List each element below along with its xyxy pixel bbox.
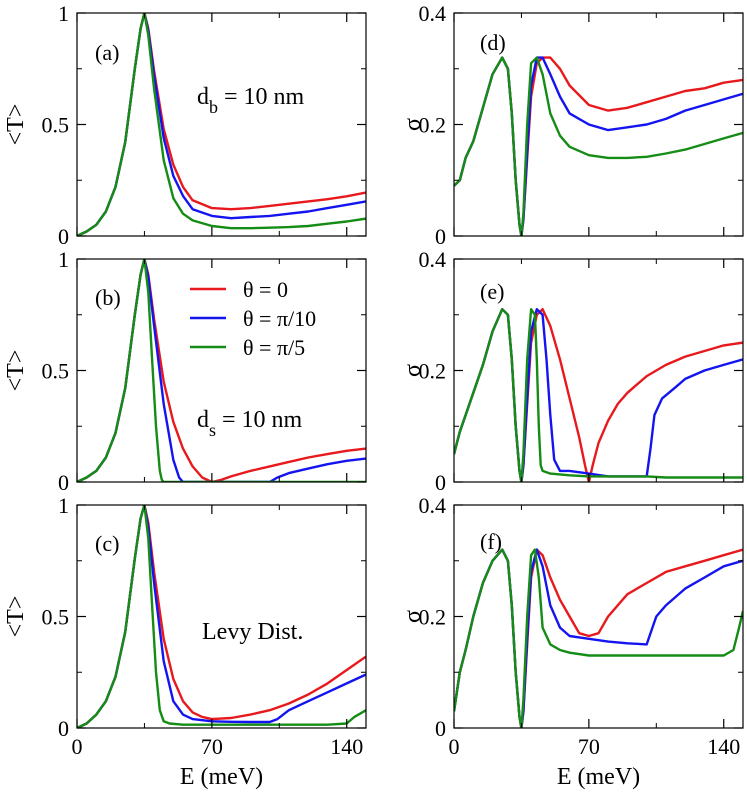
y-tick-label: 0.4: [419, 1, 447, 26]
series-line-a-0: [77, 13, 366, 236]
panel-e: 0 0.2 0.4 σ (e): [400, 247, 744, 495]
x-tick-label: 0: [72, 734, 83, 759]
y-tick-label: 1: [58, 1, 69, 26]
y-axis-label: σ: [400, 118, 426, 131]
x-tick-label: 0: [449, 734, 460, 759]
panel-b: 0 0.5 1 <T> (b) ds = 10 nm: [3, 247, 367, 495]
annotation-subscript: s: [209, 420, 216, 440]
y-tick-label: 0.2: [419, 359, 447, 384]
annotation-rest: = 10 nm: [218, 84, 305, 110]
y-tick-label: 0.2: [419, 605, 447, 630]
series-line-a-2: [77, 13, 366, 236]
series-line-d-2: [454, 56, 743, 236]
series-line-e-2: [454, 308, 743, 482]
y-tick-label: 1: [58, 247, 69, 272]
panel-d: 0 0.2 0.4 σ (d): [400, 1, 744, 249]
panel-label: (f): [480, 529, 502, 554]
y-tick-label: 0: [58, 470, 69, 495]
annotation: db = 10 nm: [197, 84, 305, 117]
y-tick-label: 0: [435, 716, 446, 741]
legend: θ = 0 θ = π/10 θ = π/5: [190, 277, 316, 360]
series-line-d-0: [454, 56, 743, 236]
x-axis-label: E (meV): [180, 764, 263, 790]
annotation-rest: = 10 nm: [216, 407, 303, 433]
panel-label: (a): [95, 40, 119, 65]
annotation: ds = 10 nm: [197, 407, 303, 440]
y-axis-label: σ: [400, 610, 426, 623]
x-tick-label: 70: [201, 734, 223, 759]
series-line-d-1: [454, 56, 743, 236]
annotation-main: Levy Dist.: [202, 619, 303, 645]
y-tick-label: 0: [435, 224, 446, 249]
y-tick-label: 0.2: [419, 113, 447, 138]
panel-label: (c): [95, 531, 119, 556]
annotation-subscript: b: [209, 97, 218, 117]
y-tick-label: 0.5: [42, 605, 70, 630]
y-axis-label: <T>: [3, 104, 29, 146]
y-tick-label: 0.4: [419, 493, 447, 518]
panel-label: (b): [95, 285, 121, 310]
y-tick-label: 0.5: [42, 113, 70, 138]
y-tick-label: 0: [58, 716, 69, 741]
y-axis-label: σ: [400, 364, 426, 377]
y-tick-label: 0.5: [42, 359, 70, 384]
series-line-f-1: [454, 548, 743, 728]
series-line-f-2: [454, 548, 743, 728]
series-line-e-1: [454, 308, 743, 482]
legend-label-1: θ = π/10: [243, 306, 316, 331]
series-line-c-2: [77, 505, 366, 728]
y-tick-label: 0: [58, 224, 69, 249]
x-tick-label: 70: [578, 734, 600, 759]
y-axis-label: <T>: [3, 596, 29, 638]
series-line-c-1: [77, 505, 366, 728]
series-line-f-0: [454, 548, 743, 728]
series-line-b-2: [77, 259, 366, 482]
legend-label-2: θ = π/5: [243, 335, 305, 360]
panel-f: 0 0.2 0.4 0 70 140 σ E (meV) (f): [400, 493, 744, 790]
annotation: Levy Dist.: [202, 619, 303, 645]
y-tick-label: 0.4: [419, 247, 447, 272]
series-line-e-0: [454, 308, 743, 482]
y-axis-label: <T>: [3, 350, 29, 392]
plot-frame-a: [76, 12, 367, 237]
panel-label: (e): [480, 279, 504, 304]
x-axis-label: E (meV): [557, 764, 640, 790]
y-tick-label: 0: [435, 470, 446, 495]
annotation-main: d: [197, 84, 209, 110]
annotation-main: d: [197, 407, 209, 433]
y-tick-label: 1: [58, 493, 69, 518]
x-tick-label: 140: [707, 734, 740, 759]
panel-c: 0 0.5 1 0 70 140 <T> E (meV) (c) Levy Dist.: [3, 493, 367, 790]
x-tick-label: 140: [330, 734, 363, 759]
panel-label: (d): [480, 30, 506, 55]
series-line-a-1: [77, 13, 366, 236]
legend-label-0: θ = 0: [243, 277, 288, 302]
panel-a: 0 0.5 1 <T> (a) db = 10 nm: [3, 1, 367, 249]
